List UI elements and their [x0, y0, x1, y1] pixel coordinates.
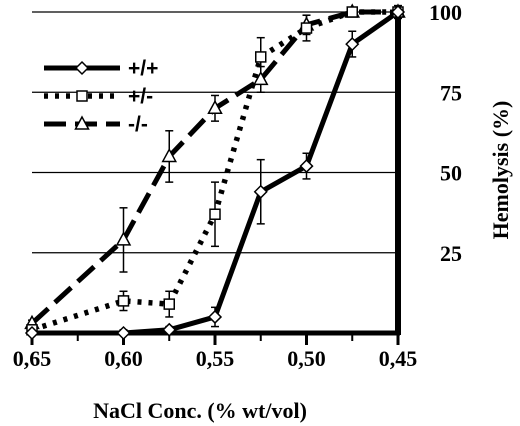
data-point-triangle: [161, 147, 178, 163]
data-point-square: [117, 295, 130, 307]
data-point-square: [300, 22, 313, 34]
gridlines: [32, 11, 398, 254]
data-point-square: [209, 208, 221, 220]
data-point-diamond: [299, 159, 314, 174]
series-line-diamond: [32, 9, 400, 336]
legend-label-square: +/-: [128, 85, 153, 108]
series-line-square: [31, 9, 398, 333]
legend-marker-diamond: [74, 60, 90, 76]
y-tick-label-100: 100: [429, 0, 462, 25]
data-point-diamond: [162, 322, 177, 337]
x-tick-label-0,50: 0,50: [287, 346, 326, 371]
legend-label-diamond: +/+: [128, 57, 158, 80]
x-axis-title: NaCl Conc. (% wt/vol): [93, 398, 307, 423]
x-tick-labels: 0,65 0,60 0,55 0,50 0,45: [13, 346, 418, 371]
data-point-triangle: [207, 99, 223, 115]
x-tick-label-0,55: 0,55: [196, 346, 235, 371]
y-tick-label-25: 25: [440, 241, 462, 266]
data-point-triangle: [115, 231, 132, 246]
data-point-diamond: [116, 325, 131, 341]
data-point-square: [163, 298, 175, 310]
data-point-diamond: [345, 37, 360, 52]
data-point-diamond: [390, 4, 406, 20]
data-point-square: [346, 6, 358, 18]
legend-label-triangle: -/-: [128, 113, 148, 136]
legend: +/+ +/- -/-: [44, 57, 158, 136]
series-markers: [24, 3, 406, 341]
y-tick-labels: 25 50 75 100: [429, 0, 462, 266]
y-tick-label-75: 75: [440, 80, 462, 105]
data-point-triangle: [252, 70, 269, 86]
x-tick-label-0,60: 0,60: [104, 346, 143, 371]
x-tick-label-0,65: 0,65: [13, 346, 52, 371]
data-point-diamond: [24, 325, 40, 341]
data-point-diamond: [253, 184, 268, 199]
data-point-diamond: [207, 309, 223, 325]
series-lines: [30, 9, 400, 336]
series-line-triangle: [30, 9, 398, 326]
y-tick-label-50: 50: [440, 161, 462, 186]
legend-marker-triangle: [74, 115, 90, 130]
x-tick-label-0,45: 0,45: [379, 346, 418, 371]
legend-marker-square: [76, 90, 88, 102]
data-point-square: [255, 51, 267, 63]
y-axis-title: Hemolysis (%): [488, 101, 513, 240]
